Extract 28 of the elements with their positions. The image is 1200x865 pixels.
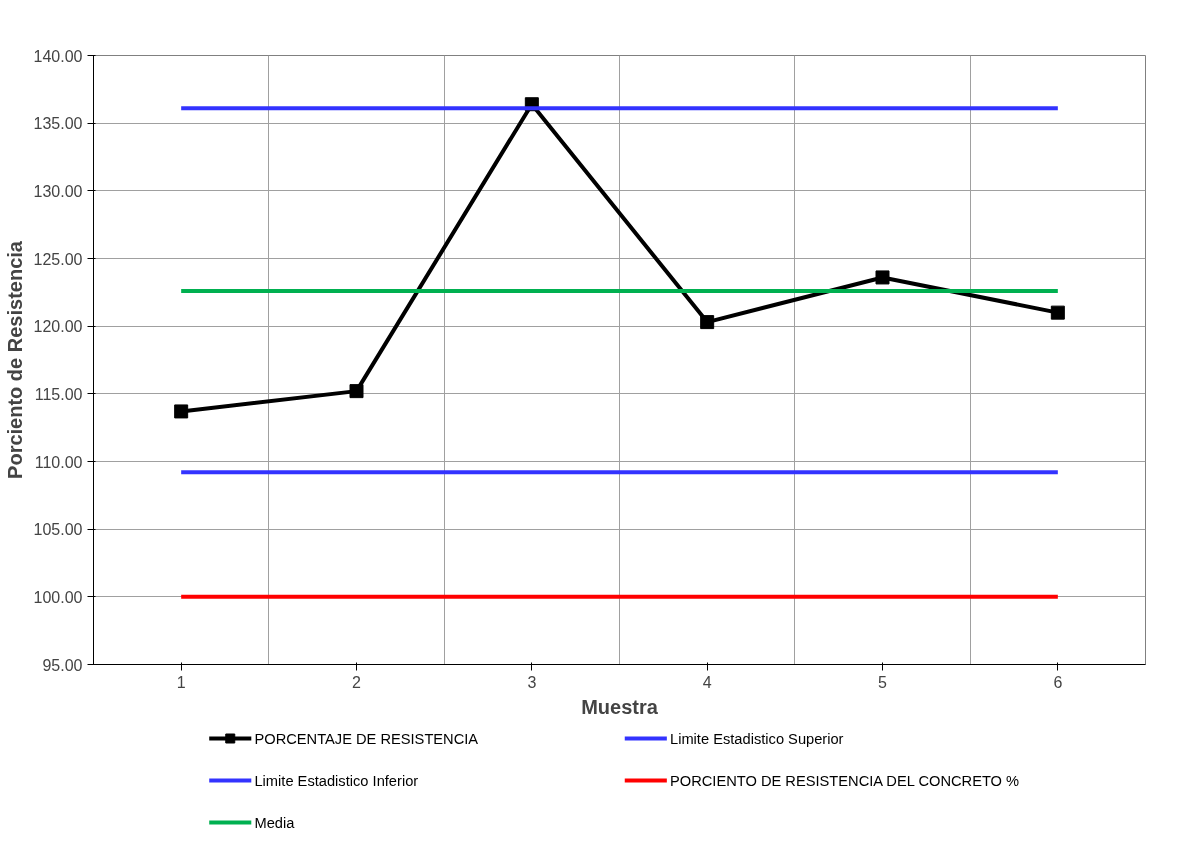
legend-label: Limite Estadistico Inferior (254, 772, 419, 789)
point (700, 315, 715, 330)
x-tick-label: 4 (702, 673, 712, 691)
y-tick-label: 105.00 (33, 521, 83, 539)
point (349, 384, 364, 399)
y-tick-label: 125.00 (33, 250, 83, 268)
point (174, 404, 189, 419)
legend-label: PORCENTAJE DE RESISTENCIA (254, 730, 479, 747)
x-tick-label: 2 (352, 673, 362, 691)
y-tick-label: 140.00 (33, 47, 83, 65)
y-tick-label: 110.00 (34, 453, 83, 471)
x-tick-label: 3 (527, 673, 537, 691)
y-tick-label: 95.00 (42, 656, 83, 674)
x-tick-label: 1 (176, 673, 186, 691)
y-tick-label: 100.00 (33, 588, 83, 606)
legend-label: Limite Estadistico Superior (670, 730, 844, 747)
point (875, 270, 890, 285)
x-axis-title: Muestra (581, 695, 659, 718)
x-tick-label: 5 (878, 673, 888, 691)
y-tick-label: 115.00 (34, 385, 83, 403)
x-tick-label: 6 (1053, 673, 1063, 691)
y-tick-label: 120.00 (33, 318, 83, 336)
y-tick-label: 135.00 (33, 115, 83, 133)
point (1050, 305, 1065, 320)
legend-label: PORCIENTO DE RESISTENCIA DEL CONCRETO % (670, 772, 1020, 789)
legend-label: Media (254, 814, 296, 831)
y-axis-title: Porciento de Resistencia (3, 240, 26, 479)
y-tick-label: 130.00 (33, 182, 83, 200)
